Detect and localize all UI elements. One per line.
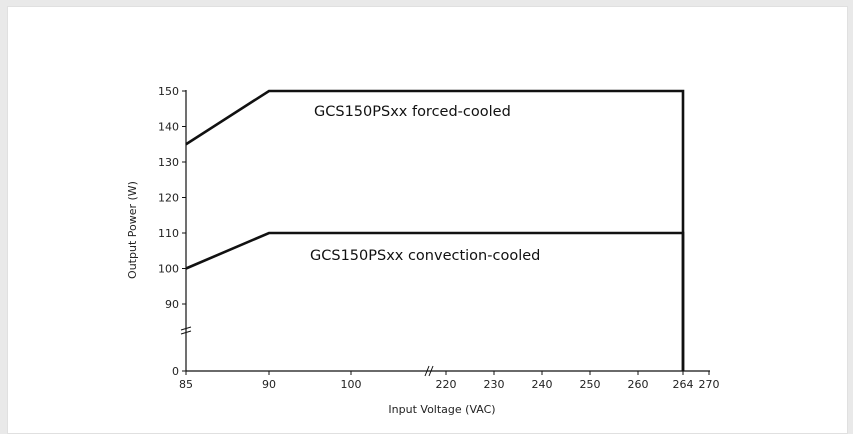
x-tick-label: 250 <box>580 378 601 391</box>
y-tick-label: 120 <box>158 192 179 205</box>
x-tick-label: 260 <box>628 378 649 391</box>
x-tick-label: 100 <box>341 378 362 391</box>
x-axis-title: Input Voltage (VAC) <box>388 403 495 416</box>
series-line-convection-cooled <box>185 231 685 371</box>
y-tick-label: 110 <box>158 227 179 240</box>
y-tick-label: 130 <box>158 156 179 169</box>
series-label-convection-cooled: GCS150PSxx convection-cooled <box>310 248 540 264</box>
x-tick-label: 270 <box>699 378 720 391</box>
x-tick-label: 90 <box>262 378 276 391</box>
series-label-forced-cooled: GCS150PSxx forced-cooled <box>314 104 511 120</box>
x-tick-label: 240 <box>532 378 553 391</box>
chart-card <box>7 6 848 434</box>
y-tick-label: 0 <box>172 365 179 378</box>
y-axis-title: Output Power (W) <box>126 181 139 279</box>
x-tick-label: 85 <box>179 378 193 391</box>
x-tick-label: 264 <box>673 378 694 391</box>
x-axis-break-mark <box>424 365 434 377</box>
x-tick-label: 220 <box>436 378 457 391</box>
y-axis-break-mark <box>180 326 192 335</box>
y-tick-label: 150 <box>158 85 179 98</box>
y-tick-label: 140 <box>158 121 179 134</box>
x-tick-label: 230 <box>484 378 505 391</box>
y-tick-label: 90 <box>165 298 179 311</box>
y-tick-label: 100 <box>158 263 179 276</box>
series-line-forced-cooled <box>185 89 685 371</box>
